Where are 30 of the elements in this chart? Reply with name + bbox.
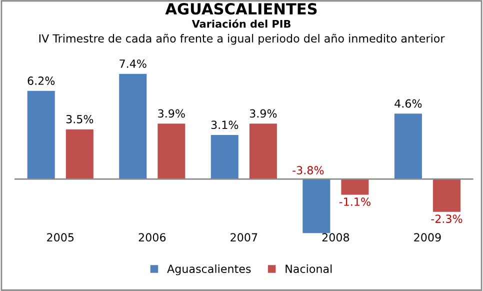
data-label: 3.1% <box>211 120 238 130</box>
data-label: 3.9% <box>250 109 277 118</box>
data-label: 4.6% <box>394 99 422 108</box>
legend-label: Nacional <box>286 264 332 274</box>
legend-label: Aguascalientes <box>167 264 251 276</box>
bar <box>394 114 422 180</box>
data-label: -2.3% <box>431 214 462 223</box>
data-label: 3.9% <box>158 109 185 118</box>
x-tick-label: 2009 <box>414 233 441 242</box>
bar <box>158 124 186 180</box>
text: IV Trimestre de cada año frente a igual periodo del año inmedito anterior <box>39 34 445 45</box>
data-label: 7.4% <box>120 59 146 68</box>
data-label: 3.5% <box>66 114 94 124</box>
data-label: -3.8% <box>292 166 324 174</box>
bar <box>119 74 147 180</box>
x-tick-label: 2005 <box>47 233 74 242</box>
bar <box>302 179 330 234</box>
bar <box>66 129 94 180</box>
x-tick-label: 2007 <box>230 233 258 242</box>
data-label: -1.1% <box>339 198 370 206</box>
data-label: 6.2% <box>28 76 55 85</box>
x-tick-label: 2006 <box>138 233 166 242</box>
chart-subtitle: Variación del PIB <box>192 19 290 28</box>
x-tick-label: 2008 <box>322 233 350 242</box>
bar <box>210 135 238 180</box>
bar <box>341 179 369 195</box>
bar <box>432 179 460 212</box>
bar <box>249 124 277 180</box>
chart-title: AGUASCALIENTES <box>165 3 317 15</box>
bar <box>27 90 55 180</box>
